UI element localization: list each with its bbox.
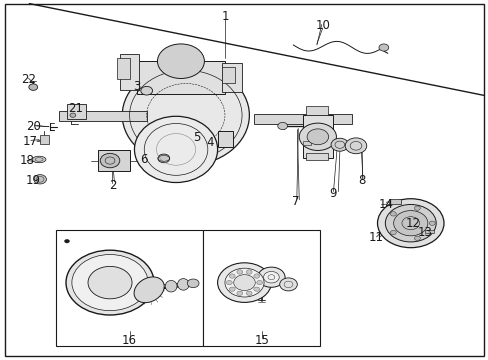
Circle shape bbox=[414, 206, 420, 210]
Circle shape bbox=[253, 274, 259, 278]
Circle shape bbox=[217, 263, 271, 302]
Bar bbox=[98, 150, 129, 171]
Circle shape bbox=[389, 230, 395, 235]
Text: 18: 18 bbox=[20, 154, 34, 167]
Text: 9: 9 bbox=[328, 187, 336, 200]
Text: 7: 7 bbox=[291, 195, 299, 208]
Text: 5: 5 bbox=[193, 131, 200, 144]
Circle shape bbox=[34, 175, 46, 184]
Circle shape bbox=[378, 44, 388, 51]
Bar bbox=[388, 199, 400, 204]
Circle shape bbox=[233, 275, 255, 291]
Circle shape bbox=[157, 44, 204, 78]
Text: 4: 4 bbox=[206, 136, 214, 149]
Bar bbox=[303, 141, 310, 145]
Circle shape bbox=[64, 239, 69, 243]
Text: 12: 12 bbox=[405, 217, 420, 230]
Circle shape bbox=[236, 291, 242, 295]
Circle shape bbox=[29, 84, 38, 90]
Circle shape bbox=[345, 138, 366, 154]
Circle shape bbox=[414, 236, 420, 240]
Circle shape bbox=[70, 113, 76, 117]
Text: 21: 21 bbox=[68, 102, 83, 114]
Bar bbox=[222, 67, 234, 83]
Circle shape bbox=[428, 221, 434, 225]
Ellipse shape bbox=[165, 280, 177, 292]
Circle shape bbox=[158, 154, 169, 163]
Bar bbox=[59, 111, 146, 121]
Circle shape bbox=[256, 280, 262, 285]
Bar bbox=[40, 135, 49, 144]
Bar bbox=[203, 230, 320, 346]
Ellipse shape bbox=[134, 277, 164, 303]
Circle shape bbox=[88, 266, 132, 299]
Circle shape bbox=[72, 255, 148, 311]
Bar bbox=[254, 114, 351, 124]
Circle shape bbox=[229, 274, 235, 278]
Circle shape bbox=[277, 122, 287, 130]
Circle shape bbox=[385, 204, 435, 242]
Circle shape bbox=[253, 287, 259, 291]
Circle shape bbox=[187, 279, 199, 288]
Circle shape bbox=[246, 270, 252, 274]
Bar bbox=[56, 230, 203, 346]
Circle shape bbox=[236, 270, 242, 274]
Circle shape bbox=[224, 268, 264, 297]
Bar bbox=[117, 58, 129, 79]
Bar bbox=[305, 153, 327, 160]
Circle shape bbox=[141, 86, 152, 95]
Ellipse shape bbox=[134, 116, 217, 183]
Bar bbox=[305, 106, 327, 115]
Circle shape bbox=[229, 287, 235, 291]
Text: 11: 11 bbox=[368, 231, 383, 244]
Circle shape bbox=[279, 278, 297, 291]
Bar bbox=[67, 104, 86, 119]
Text: 1: 1 bbox=[221, 10, 228, 23]
Bar bbox=[303, 115, 332, 158]
Bar bbox=[425, 230, 433, 233]
Text: 13: 13 bbox=[417, 226, 432, 239]
Text: 6: 6 bbox=[140, 153, 148, 166]
Circle shape bbox=[226, 280, 232, 285]
Text: 16: 16 bbox=[122, 334, 137, 347]
Text: 14: 14 bbox=[378, 198, 393, 211]
Circle shape bbox=[257, 267, 285, 287]
Text: 17: 17 bbox=[23, 135, 38, 148]
Circle shape bbox=[66, 250, 154, 315]
Text: 3: 3 bbox=[133, 80, 141, 93]
Circle shape bbox=[246, 291, 252, 295]
Circle shape bbox=[100, 153, 120, 168]
Ellipse shape bbox=[177, 279, 189, 290]
Ellipse shape bbox=[32, 156, 46, 163]
Circle shape bbox=[377, 199, 443, 248]
Ellipse shape bbox=[122, 65, 249, 166]
Text: 22: 22 bbox=[21, 73, 36, 86]
Text: 20: 20 bbox=[26, 120, 41, 132]
Bar bbox=[120, 54, 139, 90]
Circle shape bbox=[389, 212, 395, 216]
Bar bbox=[222, 63, 242, 92]
Bar bbox=[217, 131, 233, 147]
Text: 19: 19 bbox=[26, 174, 41, 186]
Text: 15: 15 bbox=[254, 334, 268, 347]
Text: 10: 10 bbox=[315, 19, 329, 32]
Text: 2: 2 bbox=[108, 179, 116, 192]
Circle shape bbox=[306, 129, 328, 145]
Circle shape bbox=[330, 138, 348, 151]
Circle shape bbox=[393, 211, 427, 236]
Circle shape bbox=[263, 271, 279, 283]
Bar bbox=[137, 61, 224, 94]
Text: 8: 8 bbox=[357, 174, 365, 186]
Circle shape bbox=[299, 123, 336, 150]
